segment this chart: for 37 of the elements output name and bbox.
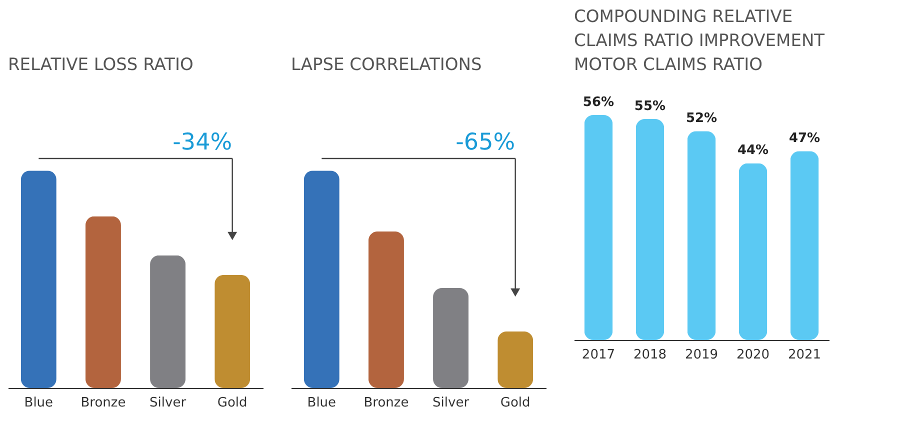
- data-label: 47%: [788, 131, 820, 146]
- bar: [687, 131, 716, 340]
- x-tick-label: Blue: [24, 396, 54, 410]
- bar: [85, 216, 121, 388]
- chart-title: RELATIVE LOSS RATIO: [8, 55, 194, 75]
- bar: [636, 119, 664, 340]
- bar: [368, 231, 404, 388]
- x-tick-label: 2017: [582, 348, 616, 362]
- bar: [150, 255, 186, 388]
- bar: [433, 288, 469, 388]
- x-tick-label: Bronze: [364, 396, 409, 410]
- data-label: 44%: [737, 143, 769, 158]
- bar: [738, 163, 768, 340]
- text: -65%: [456, 130, 516, 156]
- bar: [790, 151, 819, 340]
- chart-subtitle: MOTOR CLAIMS RATIO: [574, 55, 762, 75]
- data-label: 55%: [634, 99, 666, 114]
- x-tick-label: Blue: [307, 396, 336, 410]
- bar: [584, 115, 613, 340]
- x-tick-label: 2020: [736, 348, 770, 362]
- chart-title: LAPSE CORRELATIONS: [291, 55, 482, 75]
- x-tick-label: Gold: [217, 396, 248, 410]
- x-tick-label: 2021: [788, 348, 822, 362]
- chart-title: COMPOUNDING RELATIVE CLAIMS RATIO IMPROVEMENT: [574, 7, 826, 51]
- x-tick-label: Silver: [432, 396, 470, 410]
- x-tick-label: Bronze: [80, 396, 126, 410]
- x-tick-label: Gold: [500, 396, 530, 410]
- bar: [214, 274, 250, 388]
- x-tick-label: 2018: [633, 348, 667, 362]
- data-label: 56%: [582, 95, 614, 110]
- bar: [304, 170, 340, 388]
- bar: [498, 331, 534, 388]
- x-tick-label: Silver: [150, 396, 187, 410]
- data-label: 52%: [686, 111, 718, 126]
- x-tick-label: 2019: [684, 348, 718, 362]
- text: -34%: [172, 130, 232, 156]
- bar: [20, 170, 56, 388]
